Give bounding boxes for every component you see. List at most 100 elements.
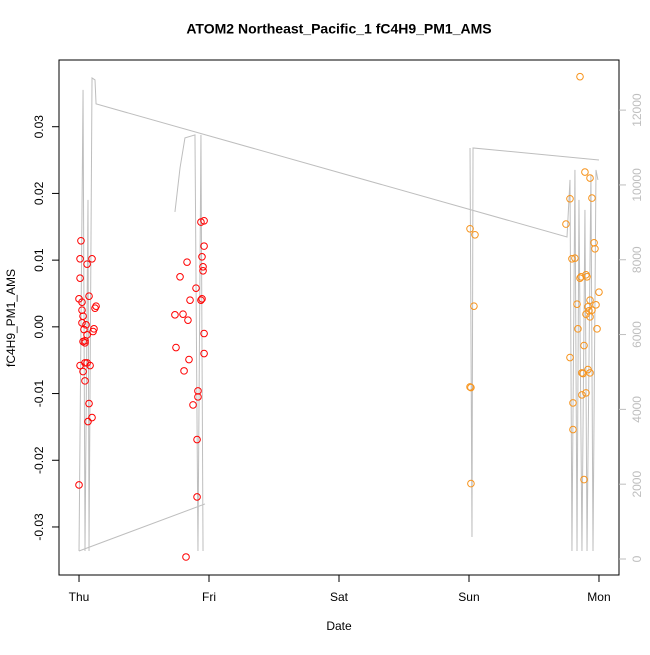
- data-point: [592, 301, 600, 309]
- data-point: [194, 387, 202, 395]
- data-point: [595, 288, 603, 296]
- data-point: [580, 341, 588, 350]
- data-point: [77, 236, 85, 245]
- data-point: [189, 401, 197, 409]
- y2-tick-label: 8000: [630, 246, 644, 273]
- data-point: [593, 325, 601, 333]
- x-tick-label: Fri: [202, 590, 216, 604]
- y2-tick-label: 4000: [630, 396, 644, 423]
- data-point: [78, 319, 86, 327]
- y2-tick-label: 12000: [630, 93, 644, 127]
- data-point: [583, 273, 591, 281]
- data-point: [76, 274, 84, 282]
- data-point: [466, 383, 474, 391]
- data-point: [588, 306, 596, 314]
- data-point: [578, 391, 586, 399]
- data-point: [586, 296, 594, 304]
- data-point: [84, 417, 92, 426]
- data-point: [185, 355, 193, 364]
- data-point: [471, 230, 479, 239]
- data-point: [81, 377, 89, 385]
- data-point: [81, 339, 89, 347]
- data-point: [200, 329, 208, 338]
- plot-frame: [58, 59, 620, 576]
- data-point: [578, 369, 586, 377]
- data-point: [566, 353, 574, 362]
- x-tick-label: Sun: [458, 590, 479, 604]
- x-tick-label: Thu: [69, 590, 90, 604]
- y-tick-label: 0.00: [32, 315, 46, 339]
- x-tick-label: Mon: [587, 590, 610, 604]
- data-point: [76, 254, 84, 263]
- y-tick-label: -0.01: [32, 380, 46, 408]
- data-point: [466, 224, 474, 233]
- data-point: [193, 493, 201, 501]
- data-point: [562, 220, 570, 228]
- data-point: [580, 475, 588, 484]
- data-point: [571, 254, 579, 262]
- y-tick-label: 0.01: [32, 248, 46, 272]
- data-point: [590, 238, 598, 247]
- data-point: [172, 343, 180, 352]
- chart-title: ATOM2 Northeast_Pacific_1 fC4H9_PM1_AMS: [186, 21, 491, 37]
- data-point: [183, 258, 191, 266]
- y-tick-label: -0.03: [32, 513, 46, 541]
- data-point: [184, 316, 192, 324]
- data-point: [85, 399, 93, 408]
- data-point: [171, 311, 179, 319]
- data-point: [91, 304, 99, 312]
- x-axis-label: Date: [326, 619, 352, 633]
- data-point: [88, 413, 96, 422]
- data-point: [588, 194, 596, 202]
- data-point: [467, 383, 475, 392]
- data-point: [577, 273, 585, 281]
- data-point: [574, 325, 582, 333]
- data-point: [179, 310, 187, 318]
- data-point: [79, 367, 87, 376]
- data-point: [83, 331, 91, 339]
- data-point: [582, 389, 590, 397]
- data-point: [192, 284, 200, 292]
- data-point: [569, 399, 577, 407]
- data-point: [193, 435, 201, 444]
- data-point: [198, 252, 206, 261]
- data-point: [581, 168, 589, 176]
- y2-tick-label: 10000: [630, 168, 644, 202]
- y-tick-label: 0.03: [32, 115, 46, 139]
- y-tick-label: -0.02: [32, 446, 46, 474]
- data-point: [200, 216, 208, 225]
- data-point: [89, 327, 97, 336]
- y2-tick-label: 2000: [630, 471, 644, 498]
- data-point: [86, 361, 94, 370]
- data-point: [75, 481, 83, 489]
- data-point: [199, 267, 207, 275]
- data-point: [470, 302, 478, 310]
- data-point: [566, 194, 574, 203]
- y2-tick-label: 6000: [630, 321, 644, 348]
- data-point: [576, 72, 584, 81]
- data-point: [200, 242, 208, 250]
- data-point: [199, 263, 207, 271]
- data-point: [591, 244, 599, 253]
- y-tick-label: 0.02: [32, 181, 46, 205]
- data-point: [186, 296, 194, 304]
- data-point: [82, 321, 90, 329]
- x-tick-label: Sat: [330, 590, 349, 604]
- data-point: [586, 313, 594, 321]
- data-point: [83, 260, 91, 268]
- data-point: [573, 300, 581, 308]
- data-point: [198, 295, 206, 303]
- data-point: [176, 273, 184, 281]
- data-point: [584, 365, 592, 374]
- data-point: [568, 254, 576, 263]
- data-point: [182, 553, 190, 561]
- data-point: [576, 274, 584, 282]
- data-point: [180, 367, 188, 375]
- data-point: [569, 425, 577, 434]
- data-point: [200, 349, 208, 358]
- y2-tick-label: 0: [630, 555, 644, 562]
- data-point: [88, 254, 96, 263]
- data-line: [78, 76, 600, 552]
- data-point: [194, 393, 202, 401]
